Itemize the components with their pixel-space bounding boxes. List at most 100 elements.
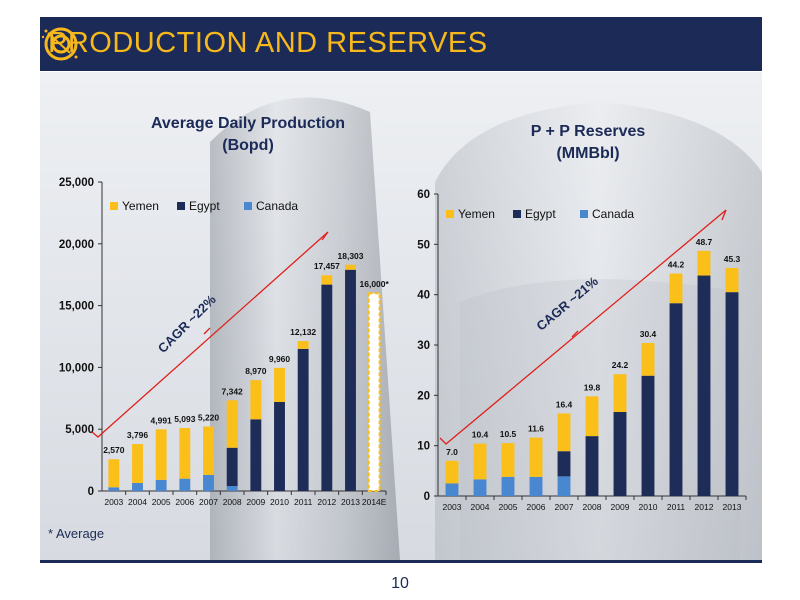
production-total-label: 18,303 xyxy=(338,251,364,261)
production-bar-yemen xyxy=(345,264,356,270)
reserves-bar-yemen xyxy=(613,374,627,412)
production-chart-subtitle: (Bopd) xyxy=(222,137,274,154)
reserves-bar-yemen xyxy=(473,443,487,480)
chart-area: Average Daily Production (Bopd) 0 5,000 10,0… xyxy=(40,72,762,560)
production-bar-yemen xyxy=(108,459,120,488)
reserves-xtick-label: 2008 xyxy=(583,502,602,512)
production-cagr-bracket-tick xyxy=(203,327,211,335)
reserves-bar-egypt xyxy=(613,411,627,496)
reserves-cagr-bracket-tick xyxy=(571,330,579,338)
production-cagr-label: CAGR ~22% xyxy=(155,292,219,356)
reserves-xtick-label: 2010 xyxy=(639,502,658,512)
production-bar-yemen xyxy=(132,444,143,483)
reserves-chart-title: P + P Reserves xyxy=(531,123,646,140)
production-bar-yemen xyxy=(297,341,309,349)
production-bar-egypt xyxy=(250,419,262,491)
reserves-total-label: 48.7 xyxy=(696,237,713,247)
production-xtick-label: 2014E xyxy=(362,497,387,507)
header-bar: PRODUCTION AND RESERVES xyxy=(40,17,762,71)
reserves-total-label: 11.6 xyxy=(528,424,544,434)
reserves-bar-yemen xyxy=(585,396,599,437)
reserves-bar-canada xyxy=(557,476,571,496)
reserves-total-label: 19.8 xyxy=(584,382,601,392)
production-xtick-label: 2007 xyxy=(199,497,218,507)
production-bar-yemen xyxy=(226,400,238,448)
reserves-cagr-bracket xyxy=(439,209,727,445)
reserves-xtick-label: 2007 xyxy=(555,502,574,512)
reserves-bar-egypt xyxy=(725,292,739,496)
production-xtick-label: 2013 xyxy=(341,497,360,507)
reserves-bar-yemen xyxy=(725,267,739,293)
production-xtick-label: 2006 xyxy=(175,497,194,507)
production-total-label: 4,991 xyxy=(151,415,173,425)
production-ytick-label: 5,000 xyxy=(65,424,94,436)
reserves-xtick-label: 2011 xyxy=(667,502,686,512)
production-xtick-label: 2009 xyxy=(246,497,265,507)
production-bar-egypt xyxy=(274,402,285,491)
reserves-legend-swatch-egypt xyxy=(513,210,521,218)
production-legend-label-yemen: Yemen xyxy=(122,199,159,213)
reserves-total-label: 7.0 xyxy=(446,447,458,457)
production-legend-label-canada: Canada xyxy=(256,199,298,213)
reserves-legend-label-canada: Canada xyxy=(592,207,634,221)
reserves-xtick-label: 2003 xyxy=(443,502,462,512)
production-bar-canada xyxy=(226,486,238,491)
reserves-bar-yemen xyxy=(445,460,459,484)
reserves-ytick-label: 10 xyxy=(417,441,430,453)
production-bar-egypt xyxy=(226,447,238,487)
production-total-label: 16,000* xyxy=(360,279,390,289)
production-total-label: 12,132 xyxy=(290,327,316,337)
production-legend-label-egypt: Egypt xyxy=(189,199,220,213)
reserves-chart-subtitle: (MMBbl) xyxy=(556,145,619,162)
production-bar-yemen xyxy=(250,380,262,420)
reserves-cagr-label: CAGR ~21% xyxy=(533,273,601,333)
production-total-label: 2,570 xyxy=(103,445,125,455)
reserves-ytick-label: 50 xyxy=(417,239,430,251)
company-logo-icon xyxy=(41,27,78,61)
production-xtick-label: 2012 xyxy=(317,497,336,507)
reserves-total-label: 44.2 xyxy=(668,260,685,270)
reserves-bar-canada xyxy=(445,483,459,496)
production-total-label: 17,457 xyxy=(314,261,340,271)
production-chart-title: Average Daily Production xyxy=(151,115,345,132)
production-legend-swatch-yemen xyxy=(110,202,118,210)
reserves-ytick-label: 40 xyxy=(417,290,430,302)
reserves-total-label: 30.4 xyxy=(640,329,657,339)
reserves-bar-egypt xyxy=(641,375,655,496)
reserves-bar-canada xyxy=(473,479,487,496)
production-bar-canada xyxy=(132,482,143,491)
reserves-total-label: 24.2 xyxy=(612,360,629,370)
charts-svg: Average Daily Production (Bopd) 0 5,000 10,0… xyxy=(48,115,747,541)
reserves-total-label: 10.4 xyxy=(472,430,489,440)
reserves-ytick-label: 20 xyxy=(417,390,430,402)
production-bar-canada xyxy=(179,478,191,491)
production-xtick-label: 2011 xyxy=(294,497,313,507)
production-total-label: 5,093 xyxy=(174,414,196,424)
reserves-bar-egypt xyxy=(585,436,599,496)
production-bar-yemen xyxy=(321,275,333,285)
reserves-total-label: 45.3 xyxy=(724,254,741,264)
reserves-bar-yemen xyxy=(529,437,543,477)
reserves-bar-yemen xyxy=(501,443,515,477)
production-ytick-label: 15,000 xyxy=(59,301,94,313)
reserves-xtick-label: 2004 xyxy=(471,502,490,512)
reserves-bar-egypt xyxy=(557,451,571,477)
footnote-average: * Average xyxy=(48,526,104,541)
reserves-ytick-label: 30 xyxy=(417,340,430,352)
production-bar-yemen xyxy=(155,429,167,480)
reserves-legend-swatch-canada xyxy=(580,210,588,218)
production-legend-swatch-canada xyxy=(244,202,252,210)
production-ytick-label: 25,000 xyxy=(59,177,94,189)
production-bar-canada xyxy=(155,479,167,491)
production-bar-egypt xyxy=(345,269,356,491)
reserves-bar-canada xyxy=(529,476,543,496)
production-legend-swatch-egypt xyxy=(177,202,185,210)
footer-divider xyxy=(40,560,762,563)
reserves-bar-yemen xyxy=(641,342,655,376)
production-xtick-label: 2010 xyxy=(270,497,289,507)
production-ytick-label: 20,000 xyxy=(59,239,94,251)
production-bar-egypt xyxy=(321,284,333,491)
production-ytick-label: 0 xyxy=(88,486,94,498)
reserves-total-label: 10.5 xyxy=(500,429,517,439)
reserves-bar-yemen xyxy=(557,413,571,452)
